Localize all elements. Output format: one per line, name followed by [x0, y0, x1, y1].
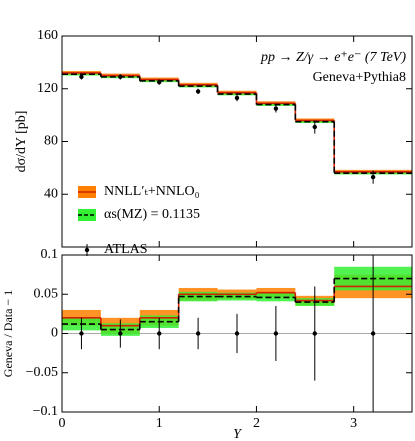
- x-tick-label: 3: [350, 416, 357, 431]
- legend-label: NNLL′ₜ+NNLO₀: [104, 184, 200, 199]
- y-tick-label: −0.1: [33, 404, 58, 419]
- data-point: [157, 79, 162, 85]
- annotation: Geneva+Pythia8: [313, 70, 406, 85]
- data-point: [118, 331, 123, 336]
- y-axis-label: Geneva / Data − 1: [1, 290, 15, 377]
- y-tick-label: 120: [37, 81, 58, 96]
- data-point: [312, 124, 317, 130]
- data-point: [273, 331, 279, 336]
- data-point: [195, 89, 201, 94]
- data-point: [370, 331, 376, 336]
- legend-marker: [84, 247, 90, 253]
- data-point: [157, 331, 162, 336]
- x-tick-label: 2: [253, 416, 260, 431]
- data-point: [234, 95, 240, 101]
- y-tick-label: 0: [51, 326, 58, 341]
- data-point: [195, 331, 201, 336]
- y-tick-label: 40: [44, 186, 58, 201]
- y-tick-label: 0.05: [34, 286, 59, 301]
- y-tick-label: 0.1: [41, 247, 59, 262]
- data-point: [273, 106, 279, 111]
- plot-area: [62, 255, 412, 412]
- y-tick-label: −0.05: [26, 365, 58, 380]
- legend-label: ATLAS: [104, 242, 148, 257]
- data-point: [234, 331, 240, 336]
- plot-area: [62, 70, 412, 184]
- y-axis-label: dσ/dY [pb]: [14, 111, 29, 173]
- data-point: [79, 74, 84, 80]
- data-point: [118, 74, 123, 80]
- y-tick-label: 160: [37, 28, 58, 43]
- data-point: [370, 174, 376, 180]
- annotation: pp → Z/γ → e⁺e⁻ (7 TeV): [260, 50, 406, 65]
- y-tick-label: 80: [44, 134, 58, 149]
- data-point: [312, 331, 317, 336]
- data-point: [79, 331, 84, 336]
- x-tick-label: 0: [59, 416, 66, 431]
- x-tick-label: 1: [156, 416, 163, 431]
- legend-label: αs(MZ) = 0.1135: [104, 207, 200, 222]
- x-axis-label: Y: [233, 427, 243, 441]
